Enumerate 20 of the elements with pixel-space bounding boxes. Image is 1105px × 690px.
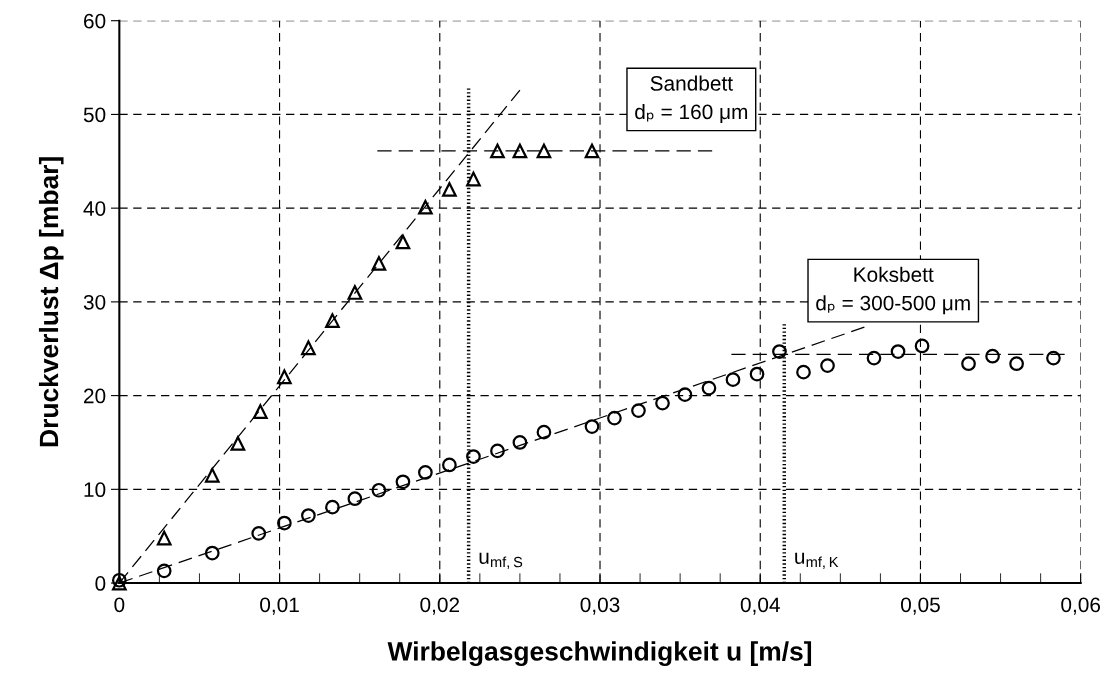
- y-tick-label: 60: [84, 13, 106, 29]
- ref-line-label: u$_{mf,S}$: [479, 552, 523, 569]
- x-tick-label: 0,06: [1061, 597, 1101, 615]
- x-tick-label: 0,02: [420, 597, 460, 615]
- y-tick-label: 10: [84, 482, 106, 498]
- y-tick-label: 0: [95, 576, 106, 591]
- y-tick-label: 40: [83, 201, 106, 216]
- text: Sandbett dₚ = 160 μm: [635, 75, 748, 124]
- y-axis-title: Druckverlust Δp [mbar]: [38, 157, 64, 447]
- x-tick-label: 0,05: [901, 597, 940, 615]
- x-tick-label: 0: [114, 597, 125, 613]
- y-tick-label: 50: [83, 107, 106, 123]
- x-axis-title: Wirbelgasgeschwindigkeit u [m/s]: [387, 641, 812, 667]
- y-tick-label: 20: [84, 388, 106, 404]
- x-tick-label: 0,03: [580, 597, 620, 615]
- ref-line-label: u$_{mf,K}$: [795, 552, 839, 569]
- x-tick-label: 0,01: [260, 597, 299, 615]
- y-tick-label: 30: [83, 294, 106, 310]
- series-label: Koksbett dₚ = 300-500 μm: [816, 266, 970, 315]
- x-tick-label: 0,04: [740, 597, 780, 615]
